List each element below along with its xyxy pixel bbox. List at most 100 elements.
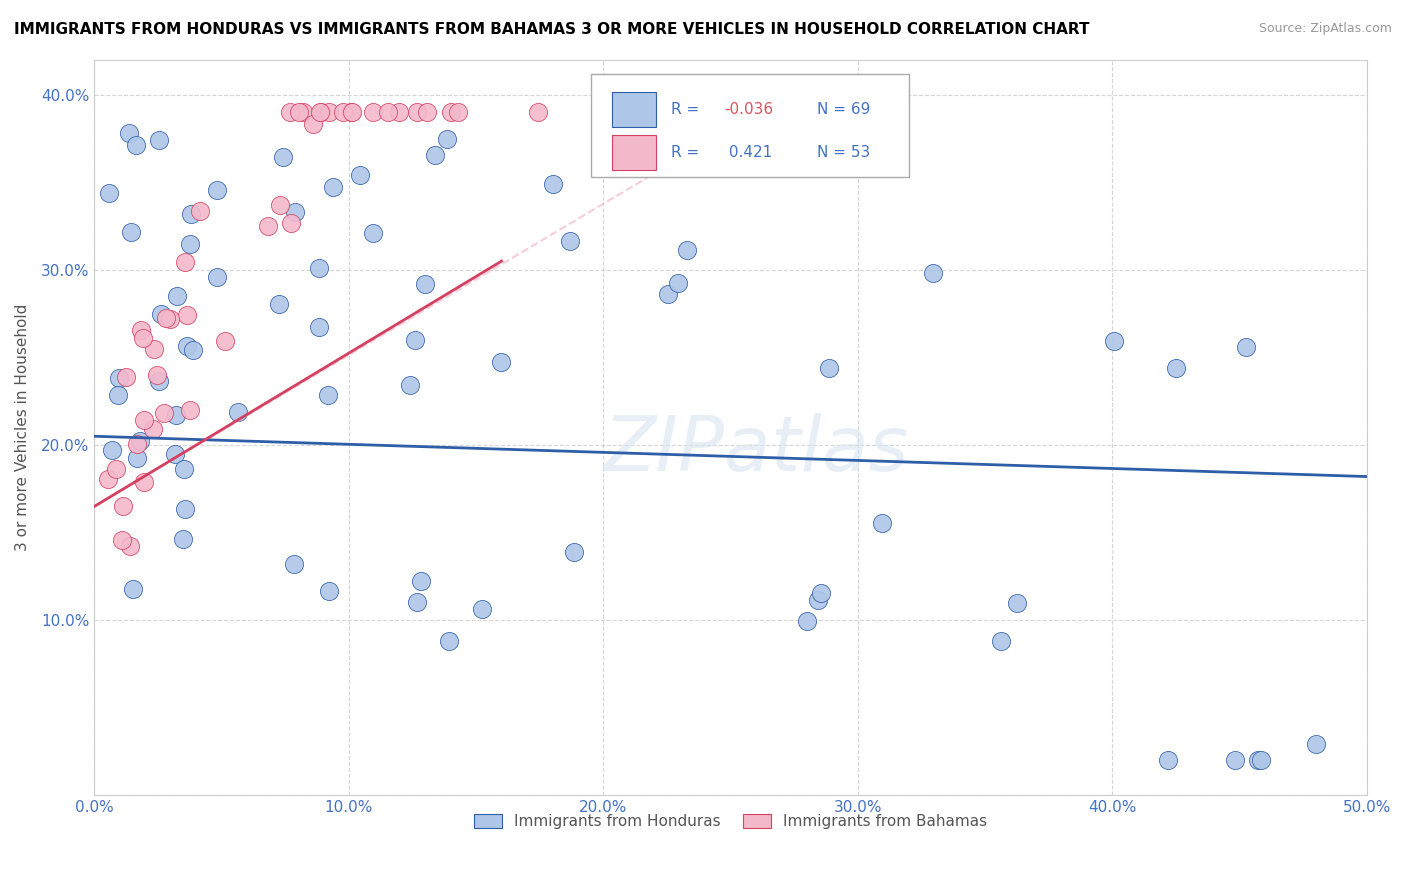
- Point: [122, 582, 145, 596]
- Point: [155, 310, 177, 325]
- Point: [179, 237, 201, 252]
- Point: [807, 593, 830, 607]
- Point: [745, 105, 768, 120]
- Point: [159, 312, 181, 326]
- Point: [302, 117, 325, 131]
- Point: [436, 132, 458, 146]
- Point: [1225, 753, 1247, 767]
- Point: [226, 405, 249, 419]
- Point: [527, 105, 550, 120]
- Point: [1247, 753, 1270, 767]
- Point: [405, 105, 427, 120]
- Text: R =: R =: [671, 145, 709, 160]
- Point: [98, 186, 121, 200]
- Bar: [613, 135, 655, 170]
- Point: [713, 105, 735, 120]
- Point: [676, 243, 699, 257]
- Point: [406, 594, 429, 608]
- Point: [714, 105, 737, 120]
- Text: -0.036: -0.036: [724, 102, 773, 117]
- Point: [399, 377, 422, 392]
- Point: [990, 633, 1012, 648]
- Point: [562, 544, 585, 558]
- Point: [214, 334, 236, 348]
- Point: [148, 375, 170, 389]
- Point: [125, 451, 148, 466]
- Text: 0.421: 0.421: [724, 145, 772, 160]
- Point: [111, 499, 134, 513]
- Point: [150, 307, 173, 321]
- Point: [411, 574, 433, 588]
- Point: [283, 557, 305, 571]
- Point: [118, 126, 141, 140]
- Point: [132, 413, 155, 427]
- Point: [166, 289, 188, 303]
- Point: [921, 266, 943, 280]
- Point: [332, 105, 354, 120]
- Text: R =: R =: [671, 102, 704, 117]
- Text: IMMIGRANTS FROM HONDURAS VS IMMIGRANTS FROM BAHAMAS 3 OR MORE VEHICLES IN HOUSEH: IMMIGRANTS FROM HONDURAS VS IMMIGRANTS F…: [14, 22, 1090, 37]
- Point: [176, 338, 198, 352]
- Point: [125, 137, 148, 152]
- Point: [666, 276, 689, 290]
- Point: [148, 133, 170, 147]
- Point: [1250, 753, 1272, 767]
- FancyBboxPatch shape: [591, 74, 908, 178]
- Point: [413, 277, 436, 291]
- Point: [280, 216, 302, 230]
- Point: [796, 614, 818, 628]
- Point: [377, 105, 399, 120]
- Point: [173, 462, 195, 476]
- Point: [284, 204, 307, 219]
- Point: [118, 540, 141, 554]
- Point: [180, 207, 202, 221]
- Point: [107, 388, 129, 402]
- Point: [179, 402, 201, 417]
- Point: [657, 286, 679, 301]
- Point: [339, 105, 361, 120]
- Point: [115, 370, 138, 384]
- Point: [278, 105, 301, 120]
- Point: [172, 532, 194, 546]
- Y-axis label: 3 or more Vehicles in Household: 3 or more Vehicles in Household: [15, 304, 30, 551]
- Point: [416, 105, 439, 120]
- Point: [163, 447, 186, 461]
- Point: [309, 105, 332, 120]
- Text: ZIPatlas: ZIPatlas: [603, 413, 908, 486]
- Point: [142, 342, 165, 356]
- Point: [128, 434, 150, 449]
- Point: [142, 422, 165, 436]
- Point: [447, 105, 470, 120]
- Point: [817, 361, 839, 376]
- Bar: [613, 92, 655, 128]
- Point: [541, 177, 564, 191]
- Point: [165, 409, 187, 423]
- Point: [207, 183, 229, 197]
- Point: [120, 225, 142, 239]
- Point: [134, 475, 156, 489]
- Point: [207, 270, 229, 285]
- Point: [810, 586, 832, 600]
- Point: [308, 319, 330, 334]
- Point: [471, 602, 494, 616]
- Point: [111, 533, 134, 547]
- Text: N = 69: N = 69: [817, 102, 870, 117]
- Point: [318, 584, 340, 599]
- Point: [308, 261, 330, 276]
- Point: [634, 105, 657, 120]
- Point: [489, 355, 512, 369]
- Point: [318, 105, 340, 120]
- Point: [269, 198, 291, 212]
- Point: [108, 370, 131, 384]
- Point: [1005, 596, 1028, 610]
- Point: [761, 105, 783, 120]
- Point: [361, 105, 384, 120]
- Point: [292, 105, 315, 120]
- Point: [183, 343, 205, 358]
- Point: [558, 235, 581, 249]
- Point: [1102, 334, 1125, 348]
- Point: [316, 388, 339, 402]
- Point: [176, 308, 198, 322]
- Point: [792, 105, 814, 120]
- Point: [257, 219, 280, 233]
